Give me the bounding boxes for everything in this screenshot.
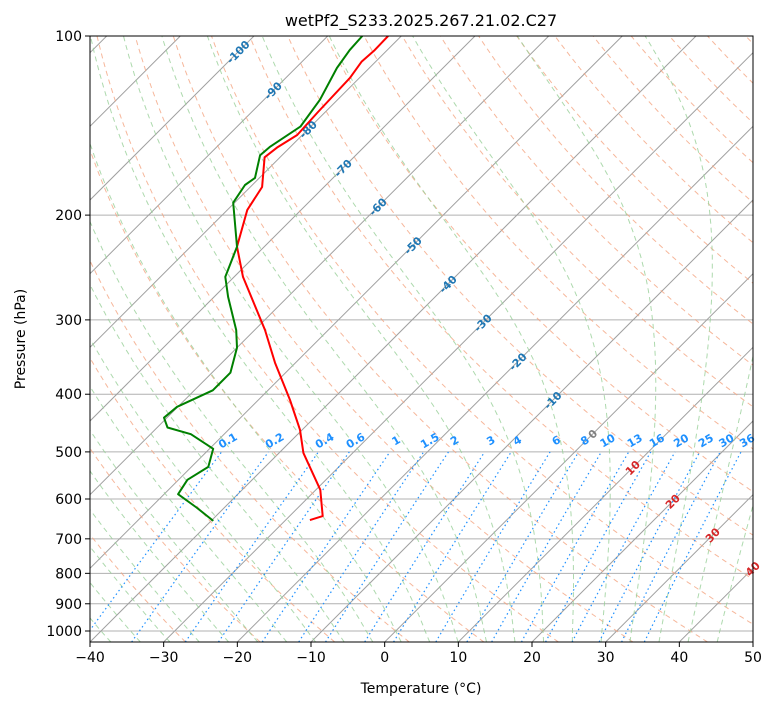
moist-adiabat-line [124,36,459,642]
mixing-ratio-line [644,452,741,642]
isotherm-line [0,36,401,642]
isotherm-line [532,36,775,642]
y-tick-label: 200 [55,208,82,224]
mixing-ratio-label: 1.5 [418,430,441,451]
moist-adiabat-line [0,36,229,642]
mixing-ratio-line [394,452,512,642]
isotherm-line [679,36,775,642]
y-tick-label: 700 [55,532,82,548]
isotherm-label: 10 [623,458,643,478]
y-tick-label: 1000 [46,624,82,640]
isotherm-label: -100 [224,38,253,67]
x-tick-label: 10 [449,650,467,666]
moist-adiabat-line [13,36,344,642]
x-tick-label: −40 [75,650,105,666]
moist-adiabat-line [0,36,258,642]
moist-adiabat-line [91,36,430,642]
x-axis-label: Temperature (°C) [360,681,482,697]
y-tick-label: 500 [55,445,82,461]
mixing-ratio-label: 2 [448,433,461,448]
mixing-ratio-line [132,452,269,642]
dry-adiabat-line [364,36,775,642]
dry-adiabat-line [517,36,775,642]
dry-adiabat-line [0,36,260,642]
moist-adiabat-line [0,36,199,642]
x-tick-label: −30 [149,650,179,666]
dry-adiabat-line [669,36,775,642]
mixing-ratio-line [572,452,675,642]
mixing-ratio-label: 3 [484,433,497,448]
y-tick-label: 600 [55,492,82,508]
mixing-ratio-label: 4 [511,433,524,448]
x-tick-label: 50 [744,650,762,666]
x-tick-label: 30 [597,650,615,666]
mixing-ratio-label: 10 [598,431,618,450]
mixing-ratio-label: 13 [625,431,645,450]
mixing-ratio-label: 6 [550,433,563,448]
mixing-ratio-line [546,452,651,642]
dry-adiabat-line [708,36,775,642]
mixing-ratio-label: 25 [696,431,716,450]
x-tick-label: −20 [223,650,253,666]
moist-adiabat-line [688,36,775,642]
y-tick-label: 300 [55,313,82,329]
mixing-ratio-label: 0.2 [263,430,286,451]
isotherm-label: -20 [506,350,529,373]
dry-adiabat-line [21,36,410,642]
dry-adiabat-line [479,36,775,642]
x-tick-label: −10 [296,650,326,666]
dry-adiabat-line [440,36,775,642]
mixing-ratio-label: 30 [717,431,737,450]
y-tick-label: 900 [55,597,82,613]
x-tick-label: 0 [380,650,389,666]
moist-adiabat-line [62,36,402,642]
moist-adiabat-line [517,36,656,642]
dry-adiabat-line [0,36,335,642]
y-tick-label: 400 [55,387,82,403]
isotherm-line [385,36,775,642]
y-axis-label: Pressure (hPa) [13,289,29,389]
moist-adiabat-line [162,36,487,642]
mixing-ratio-label: 16 [647,431,667,450]
dry-adiabat-line [555,36,775,642]
moist-adiabat-line [0,36,287,642]
moist-adiabat-line [207,36,515,642]
chart-title: wetPf2_S233.2025.267.21.02.C27 [285,11,557,31]
moist-adiabat-line [413,36,611,642]
dry-adiabat-line [593,36,775,642]
y-tick-label: 800 [55,566,82,582]
plot-frame [90,36,753,642]
dry-adiabat-line [746,36,775,642]
moist-adiabat-line [717,36,775,642]
mixing-ratio-line [81,452,221,642]
isotherm-line [164,36,770,642]
mixing-ratio-line [262,452,390,642]
mixing-ratio-label: 20 [671,431,691,450]
mixing-ratio-line [521,452,628,642]
y-tick-label: 100 [55,29,82,45]
x-tick-label: 40 [670,650,688,666]
isotherm-label: -50 [402,234,425,257]
mixing-ratio-label: 0.6 [344,430,368,451]
x-tick-label: 20 [523,650,541,666]
mixing-ratio-line [599,452,700,642]
mixing-ratio-line [299,452,424,642]
isotherm-line [753,36,775,642]
isotherm-line [0,36,254,642]
background-lines [0,36,775,642]
mixing-ratio-label: 0.1 [216,430,239,451]
mixing-ratio-label: 1 [390,433,403,448]
isotherm-line [0,36,328,642]
mixing-ratio-label: 0.4 [313,430,337,451]
